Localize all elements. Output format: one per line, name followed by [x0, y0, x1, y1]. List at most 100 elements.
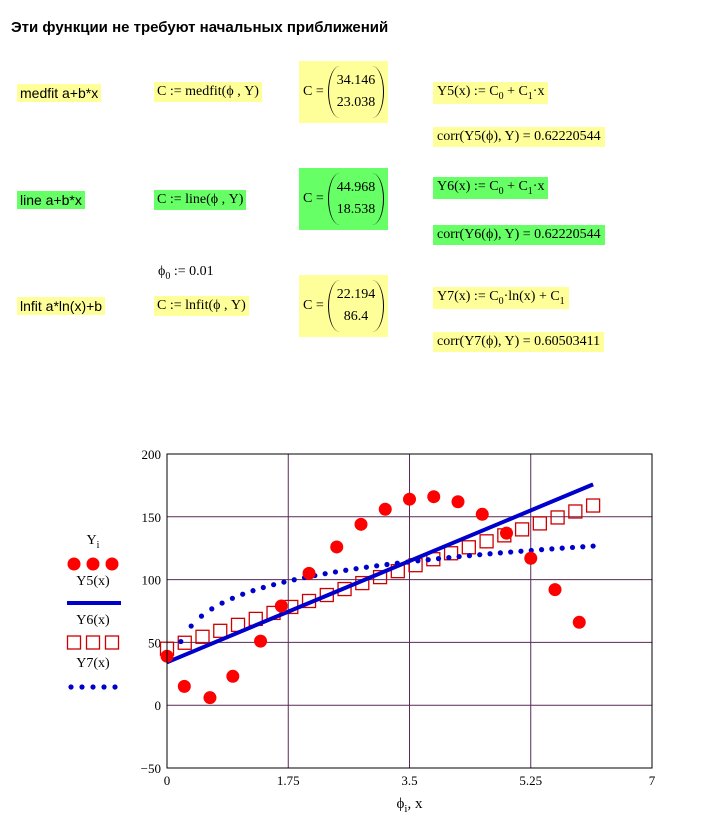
y6-square-marker — [585, 498, 601, 513]
y7-dot — [250, 588, 256, 594]
y-data-point — [330, 540, 344, 554]
lnfit-result-matrix: C = 22.194 86.4 — [299, 275, 389, 337]
y7-dot — [559, 545, 565, 551]
y-tick-label: 50 — [148, 635, 161, 650]
y7-dot — [363, 564, 369, 570]
y-data-point — [548, 583, 562, 597]
x-tick-label: 0 — [164, 773, 171, 788]
x-tick-label: 5.25 — [519, 773, 542, 788]
y7-dot — [343, 567, 349, 573]
sub-1: 1 — [559, 295, 565, 307]
y-data-point — [403, 492, 416, 506]
y6-square-marker — [479, 534, 494, 549]
legend-y6-marker — [66, 635, 82, 650]
coef-c0: 34.146 — [336, 73, 376, 88]
coefficient-vector: 44.968 18.538 — [327, 173, 385, 225]
y6-square-marker — [568, 504, 583, 519]
y-data-point — [378, 502, 392, 516]
phi-symbol: ϕ — [158, 264, 166, 279]
legend-y7-label: Y7(x) — [76, 656, 110, 671]
sub-0: 0 — [498, 90, 504, 102]
y-data-point — [354, 517, 368, 531]
model-rest: + C — [507, 84, 528, 99]
y7-definition: Y7(x) := C0·ln(x) + C1 — [433, 287, 569, 309]
y-data-point — [226, 669, 240, 683]
y-tick-label: −50 — [141, 761, 161, 776]
y7-dot — [384, 561, 390, 568]
legend-y5-label: Y5(x) — [76, 574, 110, 589]
phi0-assignment: ϕ0 := 0.01 — [158, 264, 214, 282]
y-tick-label: 150 — [142, 510, 162, 525]
y-tick-label: 0 — [155, 698, 162, 713]
page-heading: Эти функции не требуют начальных приближ… — [11, 19, 389, 36]
x-axis-label: ϕi, x — [397, 796, 423, 815]
legend-y7-marker — [90, 684, 96, 690]
matrix-lhs: C = — [303, 84, 324, 99]
y7-dot — [508, 549, 514, 555]
coefficient-vector: 34.146 23.038 — [327, 66, 385, 118]
sub-0: 0 — [498, 295, 504, 307]
y7-dot — [538, 547, 545, 553]
coef-c1: 18.538 — [336, 202, 376, 217]
y6-square-marker — [195, 629, 210, 644]
y7-dot — [456, 553, 462, 560]
legend-y6-marker — [104, 635, 120, 650]
legend-y7-marker — [101, 684, 107, 690]
y-data-point — [427, 490, 441, 504]
y6-square-marker — [532, 516, 547, 531]
y6-correlation: corr(Y6(ϕ), Y) = 0.62220544 — [433, 225, 605, 245]
medfit-label: medfit a+b*x — [17, 84, 102, 102]
y7-dot — [569, 544, 576, 551]
y6-square-marker — [443, 546, 459, 561]
x-tick-label: 1.75 — [277, 773, 300, 788]
y-tick-label: 100 — [142, 573, 162, 588]
y-data-point — [475, 507, 489, 521]
y7-dot — [518, 548, 524, 554]
y7-dot — [374, 563, 380, 569]
sub-0: 0 — [498, 185, 504, 197]
model-rest: + C — [507, 179, 528, 194]
coef-c0: 22.194 — [336, 287, 376, 302]
y7-dot — [219, 600, 225, 606]
y7-dot — [209, 606, 215, 612]
y6-square-marker — [461, 540, 476, 555]
x-tick-label: 7 — [649, 773, 656, 788]
x-tick-label: 3.5 — [401, 773, 417, 788]
y7-dot — [271, 582, 277, 588]
model-tail: ·x — [532, 179, 545, 194]
y7-dot — [580, 544, 586, 550]
y5-correlation: corr(Y5(ϕ), Y) = 0.62220544 — [433, 127, 605, 147]
y6-square-marker — [177, 635, 192, 650]
y-data-point — [254, 634, 268, 648]
medfit-result-matrix: C = 34.146 23.038 — [299, 61, 389, 123]
legend-y7-marker — [112, 684, 118, 690]
coef-c0: 44.968 — [336, 180, 376, 195]
sub-1: 1 — [527, 185, 533, 197]
legend-y-marker — [67, 557, 81, 571]
y7-dot — [332, 569, 339, 575]
chart-legend: Yi Y5(x) Y6(x) Y7(x) — [66, 533, 121, 690]
y7-dot — [260, 584, 266, 591]
sub-1: 1 — [527, 90, 533, 102]
y-data-point — [572, 615, 586, 629]
coef-c1: 23.038 — [336, 95, 376, 110]
legend-y-marker — [86, 557, 100, 571]
y-data-point — [274, 599, 288, 613]
y7-dot — [353, 566, 359, 572]
y-data-point — [302, 566, 316, 580]
y7-dot — [291, 577, 297, 583]
y6-definition: Y6(x) := C0 + C1·x — [433, 177, 549, 199]
coefficient-vector: 22.194 86.4 — [327, 280, 385, 332]
y-data-point — [500, 526, 513, 540]
legend-y6-marker — [85, 635, 101, 650]
y7-dot — [497, 550, 503, 556]
model-tail: ·x — [532, 84, 545, 99]
y-data-point — [177, 679, 191, 693]
model-rest: ·ln(x) + C — [503, 289, 560, 304]
y7-dot — [528, 547, 534, 554]
plot-frame — [166, 453, 653, 769]
y7-dot — [446, 554, 452, 561]
model-text: Y6(x) := C — [437, 179, 499, 194]
y7-dot — [435, 556, 442, 562]
